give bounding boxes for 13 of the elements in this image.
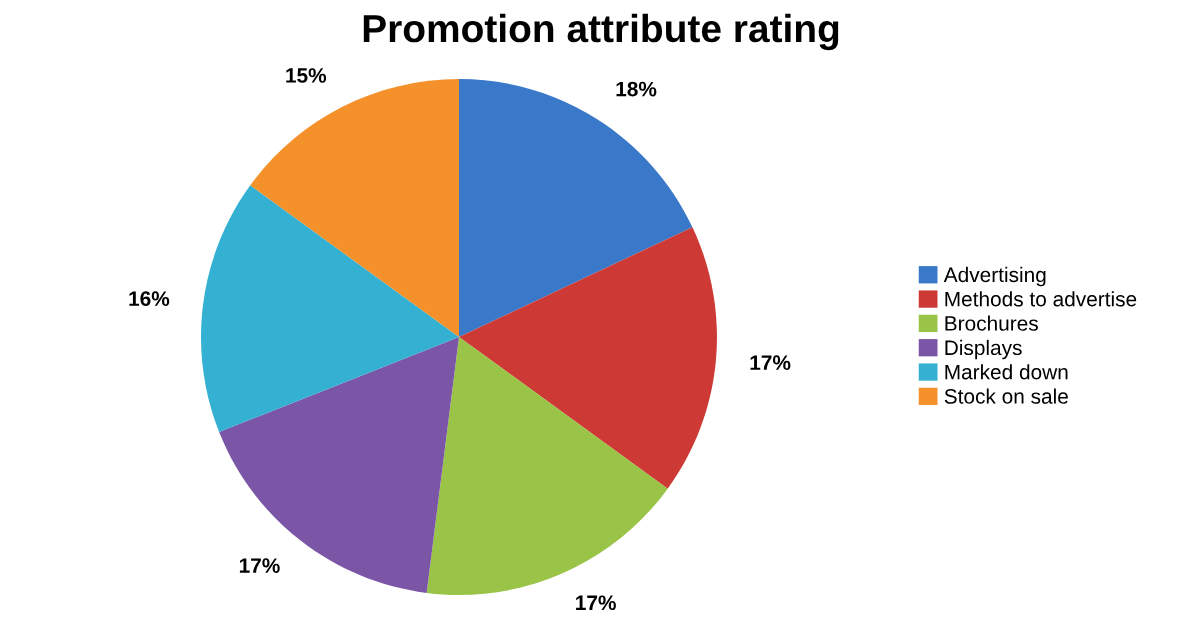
legend-label: Stock on sale bbox=[944, 388, 1068, 404]
data-label: 18% bbox=[616, 81, 657, 97]
data-label: 17% bbox=[750, 355, 791, 370]
legend-label: Displays bbox=[945, 339, 1022, 360]
legend-label: Methods to advertise bbox=[945, 291, 1137, 307]
data-label: 17% bbox=[239, 558, 280, 573]
legend-label: Marked down bbox=[945, 364, 1068, 380]
chart-title: Promotion attribute rating bbox=[363, 13, 839, 51]
data-label: 16% bbox=[129, 291, 170, 307]
legend-label: Brochures bbox=[945, 315, 1038, 331]
legend-label: Advertising bbox=[943, 266, 1046, 287]
data-label: 17% bbox=[576, 595, 616, 611]
data-label: 15% bbox=[286, 68, 327, 83]
